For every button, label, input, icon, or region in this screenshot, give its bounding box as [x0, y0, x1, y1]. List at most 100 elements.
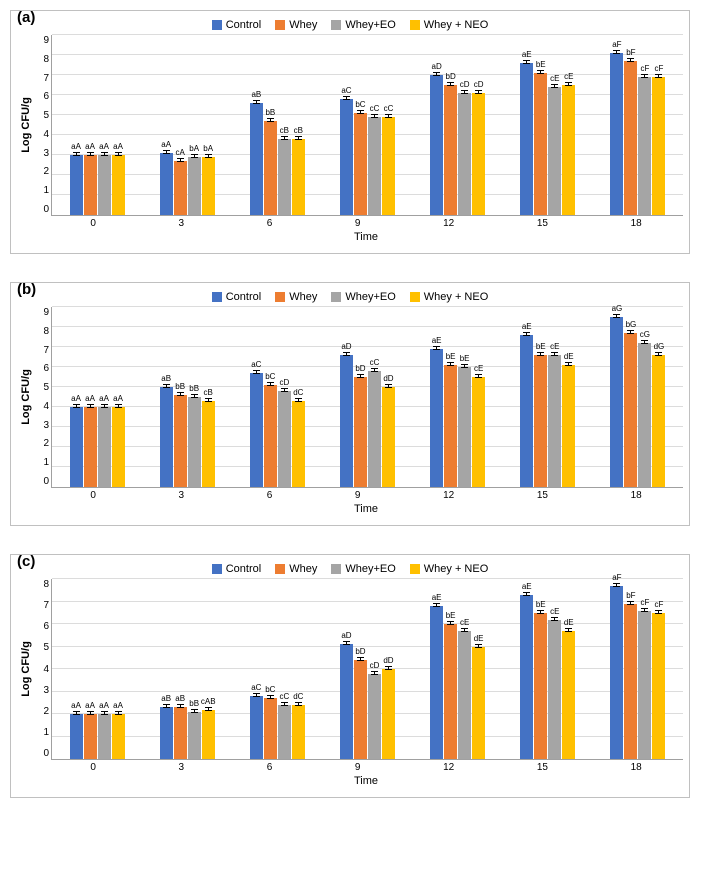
ytick: 0 [43, 748, 49, 759]
bar [174, 707, 187, 759]
bar-annotation: dE [564, 353, 574, 361]
bar-wrap: bF [624, 592, 638, 759]
plot-area: aAaAaAaAaBaBbBcABaCbCcCdCaDbDcDdDaEbEcEd… [51, 579, 683, 760]
ytick: 0 [43, 204, 49, 215]
ytick: 7 [43, 73, 49, 84]
bar-wrap: aC [249, 684, 263, 759]
legend-text: Control [226, 563, 261, 575]
bar [458, 631, 471, 759]
bar-wrap: bA [187, 145, 201, 215]
bar [292, 401, 305, 487]
bar-annotation: dG [654, 343, 665, 351]
error-bar [194, 394, 195, 398]
bar [430, 606, 443, 759]
legend-text: Whey + NEO [424, 563, 489, 575]
bar-annotation: dC [293, 389, 303, 397]
bar-wrap: bF [624, 49, 638, 215]
error-bar [478, 644, 479, 648]
bar-wrap: dE [562, 619, 576, 759]
ytick: 8 [43, 54, 49, 65]
error-bar [194, 709, 195, 713]
bar-group: aAcAbAbA [159, 141, 215, 215]
error-bar [208, 154, 209, 158]
bar-annotation: aD [341, 632, 351, 640]
bar [534, 613, 547, 759]
xtick: 3 [179, 490, 185, 501]
bar-group: aFbFcFcF [610, 574, 666, 759]
legend-swatch [331, 20, 341, 30]
bar-annotation: cG [640, 331, 650, 339]
error-bar [180, 392, 181, 396]
legend-swatch [212, 20, 222, 30]
bar-annotation: cC [370, 359, 380, 367]
ytick: 2 [43, 706, 49, 717]
bar-annotation: cB [204, 389, 213, 397]
bar-wrap: aD [430, 63, 444, 215]
plot-area: aAaAaAaAaBbBbBcBaCbCcDdCaDbDcCdDaEbEbEcE… [51, 307, 683, 488]
bar [562, 85, 575, 215]
legend-item: Whey + NEO [410, 563, 489, 575]
bar [70, 714, 83, 759]
xlabel-row: Time [17, 501, 683, 515]
bar [430, 349, 443, 487]
bar-annotation: cE [550, 75, 559, 83]
plot-area: aAaAaAaAaAcAbAbAaBbBcBcBaCbCcCcCaDbDcDcD… [51, 35, 683, 216]
xtick: 6 [267, 762, 273, 773]
bar-annotation: cD [460, 81, 470, 89]
error-bar [374, 671, 375, 675]
bar [548, 355, 561, 487]
error-bar [208, 398, 209, 402]
legend: ControlWheyWhey+EOWhey + NEO [17, 291, 683, 303]
xtick: 0 [90, 490, 96, 501]
xtick: 15 [537, 490, 548, 501]
error-bar [616, 50, 617, 54]
bar-wrap: bE [458, 355, 472, 487]
bar [444, 365, 457, 487]
ytick: 0 [43, 476, 49, 487]
ylabel-wrap: Log CFU/g [17, 579, 35, 759]
legend-item: Whey [275, 563, 317, 575]
bar-wrap: dE [562, 353, 576, 487]
ytick: 2 [43, 438, 49, 449]
error-bar [436, 72, 437, 76]
error-bar [436, 603, 437, 607]
bar-annotation: bD [355, 365, 365, 373]
legend-text: Whey [289, 291, 317, 303]
xaxis-row: 0369121518 [17, 760, 683, 773]
legend-swatch [410, 292, 420, 302]
bar-wrap: bD [444, 73, 458, 215]
error-bar [388, 384, 389, 388]
ytick: 6 [43, 621, 49, 632]
bar-wrap: cC [381, 105, 395, 215]
panel-label: (b) [17, 281, 36, 298]
bar-annotation: bB [189, 385, 199, 393]
bar [610, 317, 623, 487]
bar [382, 117, 395, 215]
bar-annotation: cD [474, 81, 484, 89]
error-bar [630, 601, 631, 605]
chart-row: Log CFU/g876543210aAaAaAaAaBaBbBcABaCbCc… [17, 579, 683, 760]
bar-annotation: cAB [201, 698, 216, 706]
error-bar [554, 84, 555, 88]
bar [112, 714, 125, 759]
legend-text: Whey [289, 563, 317, 575]
error-bar [180, 704, 181, 708]
bar-wrap: aA [83, 395, 97, 487]
bar [84, 714, 97, 759]
bar-annotation: aF [612, 574, 621, 582]
xtick: 0 [90, 218, 96, 229]
error-bar [284, 136, 285, 140]
bar-group: aCbCcDdC [249, 361, 305, 487]
error-bar [436, 346, 437, 350]
bar-annotation: aA [71, 395, 81, 403]
bar-wrap: aD [339, 343, 353, 487]
error-bar [450, 82, 451, 86]
bar [354, 113, 367, 215]
legend-swatch [410, 20, 420, 30]
legend-item: Control [212, 19, 261, 31]
bar-wrap: bB [187, 700, 201, 759]
bar [430, 75, 443, 215]
bar-group: aEbEcEdE [520, 583, 576, 759]
legend-item: Control [212, 291, 261, 303]
bar-annotation: dD [383, 657, 393, 665]
